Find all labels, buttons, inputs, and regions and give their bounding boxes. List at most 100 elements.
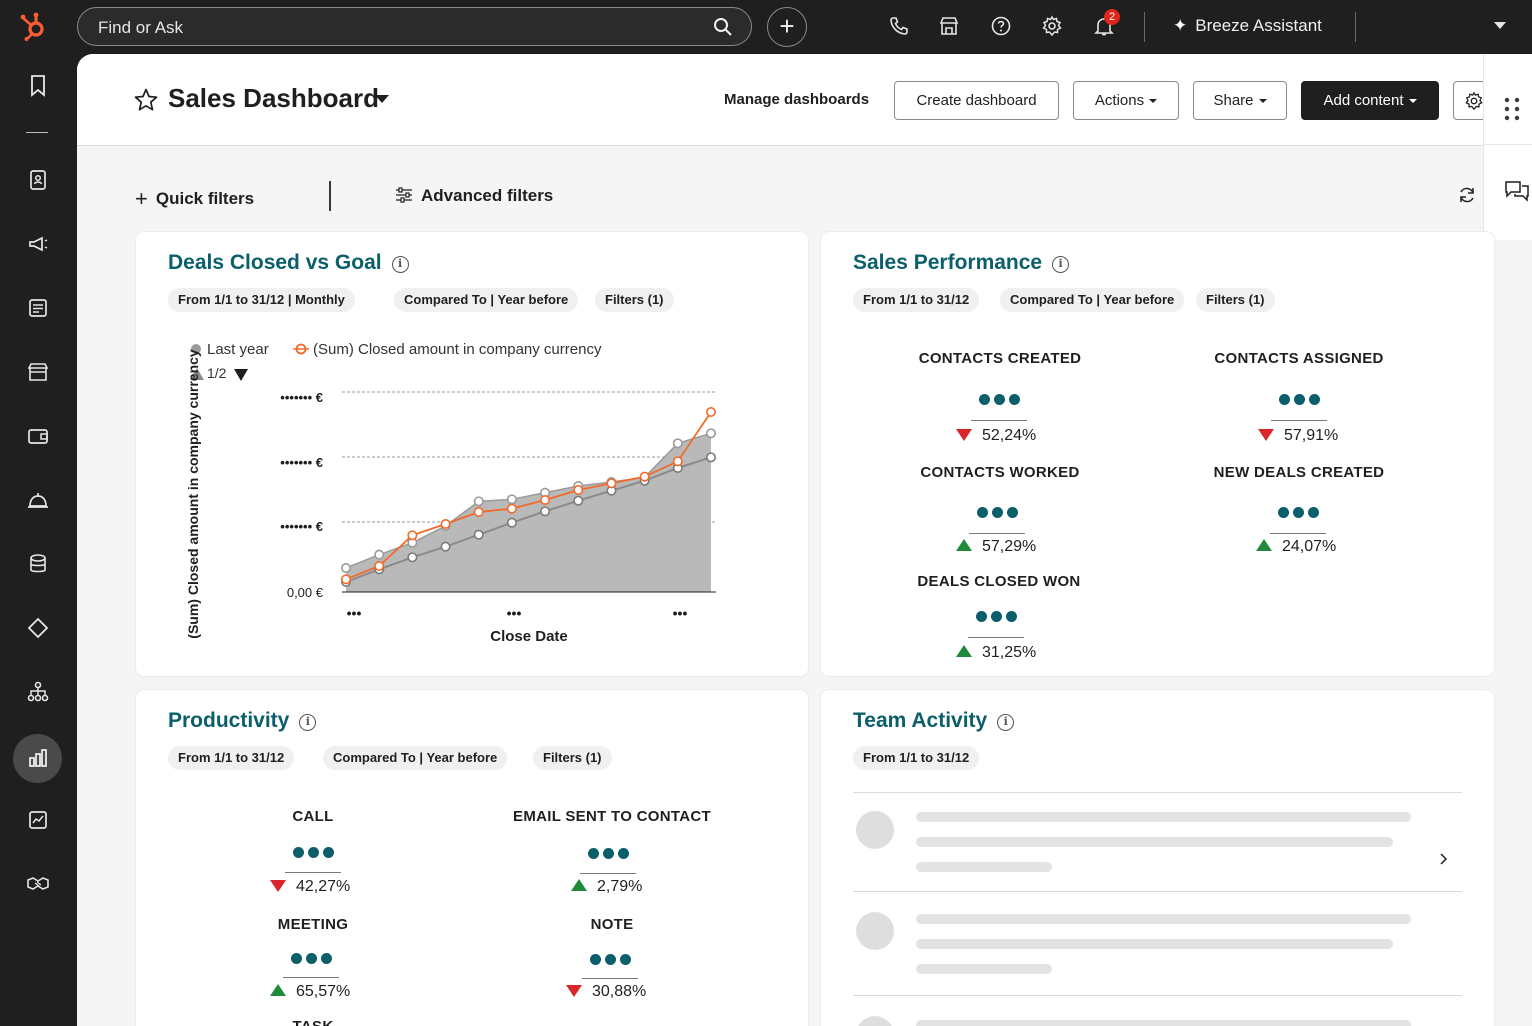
sidebar-item-reporting-active[interactable] xyxy=(13,734,62,783)
date-range-chip[interactable]: From 1/1 to 31/12 xyxy=(853,288,980,312)
breeze-assistant-label: Breeze Assistant xyxy=(1195,16,1322,35)
date-range-chip[interactable]: From 1/1 to 31/12 | Monthly xyxy=(168,288,355,312)
info-icon[interactable]: i xyxy=(391,256,409,273)
drag-grip-icon[interactable] xyxy=(1502,96,1522,122)
card-title-text[interactable]: Team Activity xyxy=(853,709,988,732)
hubspot-logo-icon[interactable] xyxy=(18,10,50,42)
comparison-chip[interactable]: Compared To | Year before xyxy=(394,288,579,312)
favorite-star-icon[interactable] xyxy=(133,87,159,113)
kpi-label: NOTE xyxy=(590,916,634,933)
legend-last-year[interactable]: Last year xyxy=(207,341,269,358)
last-year-lower-point xyxy=(440,541,451,552)
row-divider xyxy=(853,995,1462,996)
card-title: Deals Closed vs Goal i xyxy=(168,251,409,275)
reporting-bar-chart-icon[interactable] xyxy=(24,744,52,772)
trend-down-icon xyxy=(1258,429,1274,441)
share-button[interactable]: Share xyxy=(1193,81,1287,120)
kpi-delta: 24,07% xyxy=(1256,538,1336,556)
kpi-value-hidden xyxy=(281,951,341,969)
data-management-database-icon[interactable] xyxy=(24,550,52,578)
chat-comments-icon[interactable] xyxy=(1504,180,1530,202)
y-tick-label: ••••••• € xyxy=(280,519,323,534)
legend-current-amount[interactable]: (Sum) Closed amount in company currency xyxy=(313,341,602,358)
card-title: Team Activity i xyxy=(853,709,1015,733)
commerce-store-icon[interactable] xyxy=(24,358,52,386)
legend-prev-page-icon[interactable] xyxy=(190,368,204,380)
last-year-upper-point xyxy=(506,494,517,505)
info-icon[interactable]: i xyxy=(997,714,1015,731)
create-dashboard-button[interactable]: Create dashboard xyxy=(894,81,1059,120)
card-title-text[interactable]: Sales Performance xyxy=(853,251,1043,274)
current-series-point xyxy=(341,574,352,585)
y-tick-label: 0,00 € xyxy=(287,585,324,600)
actions-button[interactable]: Actions xyxy=(1073,81,1179,120)
kpi-value-hidden xyxy=(967,505,1027,523)
row-divider xyxy=(853,891,1462,892)
search-input[interactable]: Find or Ask xyxy=(98,18,184,37)
automation-diamond-icon[interactable] xyxy=(24,614,52,642)
comparison-chip[interactable]: Compared To | Year before xyxy=(1000,288,1185,312)
workflows-hierarchy-icon[interactable] xyxy=(24,678,52,706)
current-series-point xyxy=(473,507,484,518)
text-placeholder xyxy=(916,812,1411,822)
contacts-icon[interactable] xyxy=(24,166,52,194)
kpi-delta-value: 31,25% xyxy=(982,644,1037,661)
text-placeholder xyxy=(916,914,1411,924)
y-axis-label: (Sum) Closed amount in company currency xyxy=(185,349,201,639)
date-range-chip[interactable]: From 1/1 to 31/12 xyxy=(168,746,295,770)
kpi-delta-value: 65,57% xyxy=(296,983,351,1000)
comparison-chip[interactable]: Compared To | Year before xyxy=(323,746,508,770)
kpi-delta: 2,79% xyxy=(571,878,642,896)
payments-wallet-icon[interactable] xyxy=(24,422,52,450)
search-bar[interactable]: Find or Ask xyxy=(77,7,752,46)
info-icon[interactable]: i xyxy=(299,714,317,731)
dashboard-switcher-chevron-icon[interactable] xyxy=(375,95,389,103)
kpi-divider xyxy=(968,637,1024,638)
advanced-filters-button[interactable]: Advanced filters xyxy=(395,186,553,206)
kpi-delta-value: 52,24% xyxy=(982,427,1037,444)
deals-line-chart: Last year (Sum) Closed amount in company… xyxy=(185,341,716,645)
add-content-button[interactable]: Add content xyxy=(1301,81,1439,120)
kpi-divider xyxy=(969,533,1025,534)
breeze-assistant-button[interactable]: ✦ Breeze Assistant xyxy=(1173,16,1322,36)
last-year-upper-point xyxy=(672,438,683,449)
filters-chip[interactable]: Filters (1) xyxy=(1196,288,1275,312)
account-menu-chevron-icon[interactable] xyxy=(1494,22,1506,29)
y-tick-label: ••••••• € xyxy=(280,455,323,470)
main-content: Sales Dashboard Manage dashboards Create… xyxy=(77,54,1532,1026)
quick-filters-button[interactable]: + Quick filters xyxy=(135,186,254,212)
last-year-lower-point xyxy=(506,517,517,528)
card-title-text[interactable]: Productivity xyxy=(168,709,290,732)
phone-icon[interactable] xyxy=(888,15,910,37)
chevron-right-icon[interactable] xyxy=(1439,852,1449,866)
create-new-button[interactable]: + xyxy=(767,7,807,47)
settings-gear-icon[interactable] xyxy=(1041,15,1063,37)
last-year-lower-point xyxy=(473,529,484,540)
kpi-delta-value: 24,07% xyxy=(1282,538,1337,555)
legend-next-page-icon[interactable] xyxy=(234,369,248,381)
bookmarks-icon[interactable] xyxy=(24,72,52,100)
avatar-placeholder xyxy=(856,912,894,950)
filters-chip[interactable]: Filters (1) xyxy=(533,746,612,770)
marketing-megaphone-icon[interactable] xyxy=(24,230,52,258)
help-icon[interactable] xyxy=(990,15,1012,37)
rail-divider xyxy=(1484,144,1532,145)
filters-chip[interactable]: Filters (1) xyxy=(595,288,674,312)
last-year-lower-point xyxy=(573,495,584,506)
content-icon[interactable] xyxy=(24,294,52,322)
kpi-delta: 65,57% xyxy=(270,983,350,1001)
card-title-text[interactable]: Deals Closed vs Goal xyxy=(168,251,382,274)
trend-down-icon xyxy=(566,985,582,997)
info-icon[interactable]: i xyxy=(1052,256,1070,273)
analytics-report-icon[interactable] xyxy=(24,806,52,834)
current-series-point xyxy=(705,407,716,418)
manage-dashboards-link[interactable]: Manage dashboards xyxy=(724,91,870,108)
date-range-chip[interactable]: From 1/1 to 31/12 xyxy=(853,746,980,770)
marketplace-icon[interactable] xyxy=(938,15,960,37)
current-series-point xyxy=(672,456,683,467)
search-icon[interactable] xyxy=(713,17,733,37)
kpi-delta: 52,24% xyxy=(956,427,1036,445)
partner-handshake-icon[interactable] xyxy=(24,870,52,898)
refresh-icon[interactable] xyxy=(1457,185,1477,205)
service-bell-icon[interactable] xyxy=(24,486,52,514)
